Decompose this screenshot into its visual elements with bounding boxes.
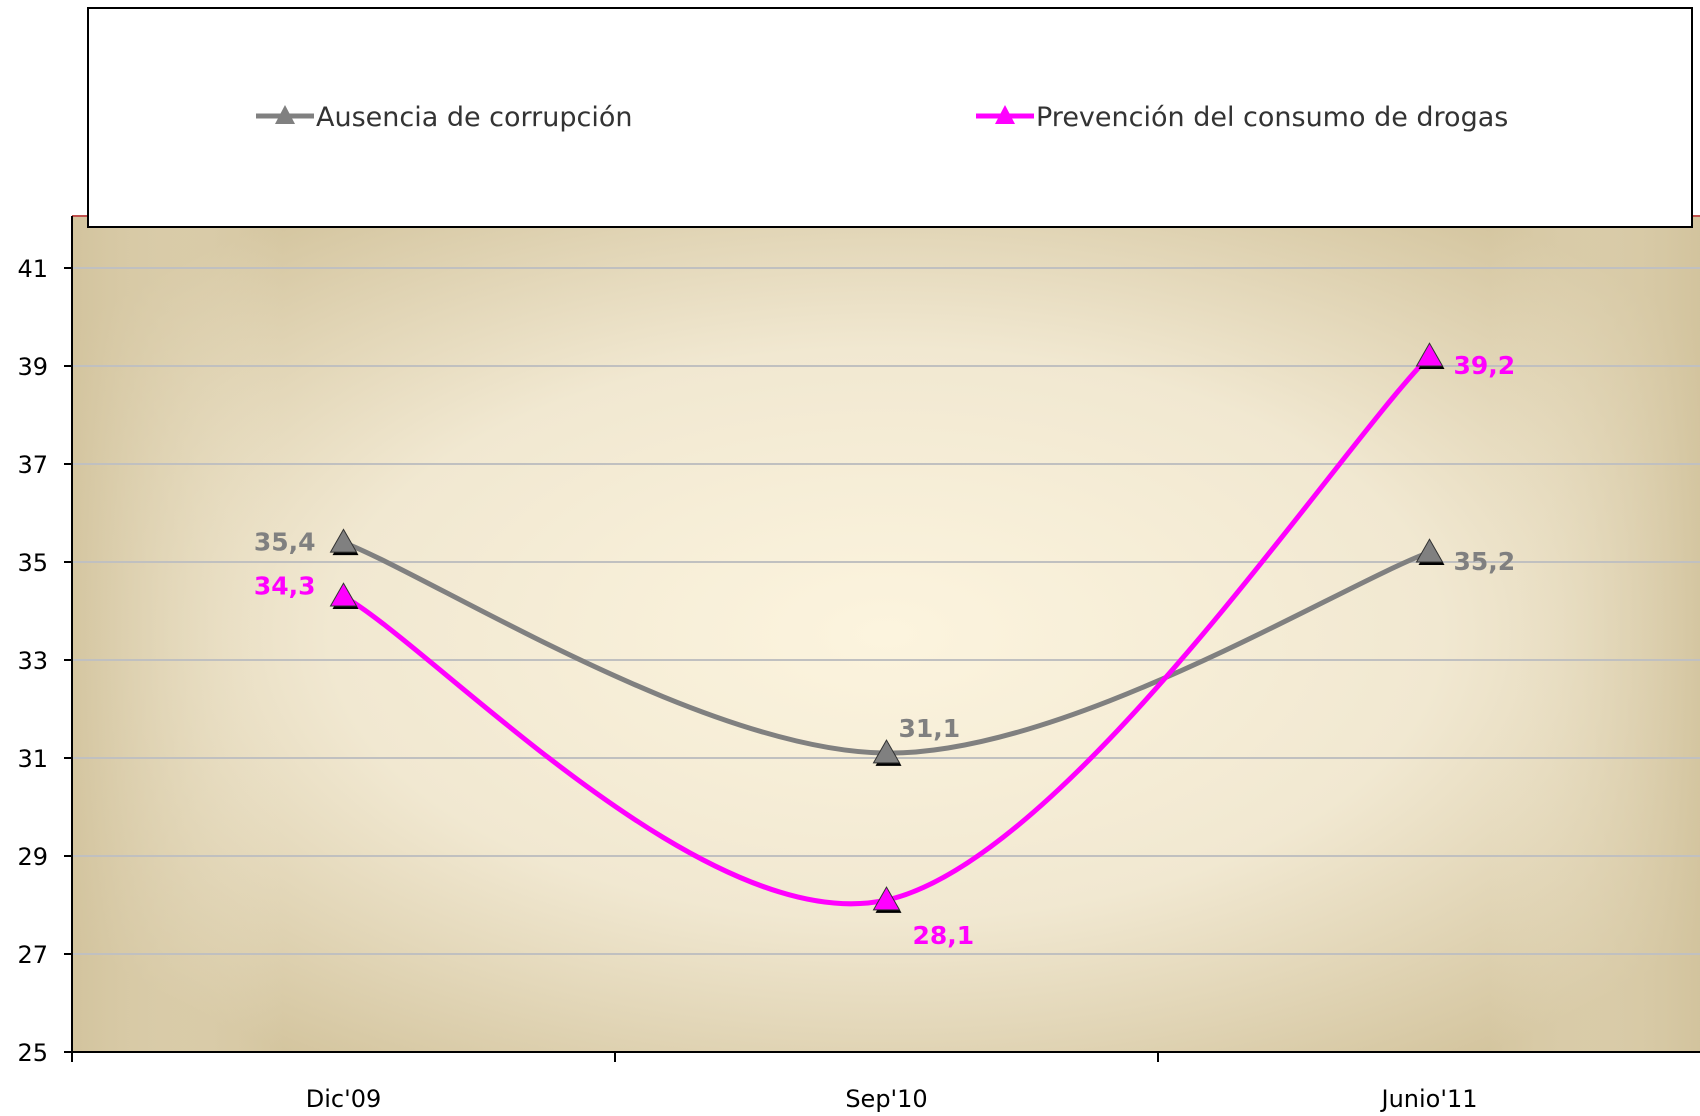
- legend-item-ausencia: Ausencia de corrupción: [256, 102, 633, 133]
- x-tick-label: Junio'11: [1380, 1085, 1478, 1113]
- data-point-marker: [1415, 538, 1444, 563]
- y-tick-label: 25: [17, 1039, 48, 1067]
- legend-item-prevencion: Prevención del consumo de drogas: [976, 102, 1508, 133]
- data-point-marker: [329, 528, 358, 553]
- legend-label: Prevención del consumo de drogas: [1036, 102, 1508, 133]
- data-label: 35,2: [1454, 547, 1516, 576]
- legend-marker-icon: [275, 105, 295, 124]
- data-point-marker: [872, 739, 901, 764]
- y-tick-label: 33: [17, 647, 48, 675]
- x-tick-label: Sep'10: [845, 1085, 927, 1113]
- y-tick-label: 31: [17, 745, 48, 773]
- y-tick-label: 39: [17, 353, 48, 381]
- data-label: 35,4: [254, 527, 316, 556]
- data-point-marker: [872, 886, 901, 911]
- x-tick-label: Dic'09: [306, 1085, 381, 1113]
- data-point-marker: [1415, 342, 1444, 367]
- data-label: 28,1: [913, 921, 975, 950]
- legend-label: Ausencia de corrupción: [316, 102, 633, 133]
- data-point-marker: [329, 582, 358, 607]
- plot-area-shading: [72, 216, 1700, 1052]
- data-label: 39,2: [1454, 351, 1516, 380]
- data-label: 34,3: [254, 571, 316, 600]
- y-tick-label: 35: [17, 549, 48, 577]
- legend: Ausencia de corrupción Prevención del co…: [87, 7, 1693, 228]
- y-tick-label: 41: [17, 255, 48, 283]
- legend-marker-icon: [995, 105, 1015, 124]
- y-tick-label: 29: [17, 843, 48, 871]
- y-tick-label: 37: [17, 451, 48, 479]
- y-tick-label: 27: [17, 941, 48, 969]
- legend-box: [87, 7, 1693, 228]
- data-label: 31,1: [899, 714, 961, 743]
